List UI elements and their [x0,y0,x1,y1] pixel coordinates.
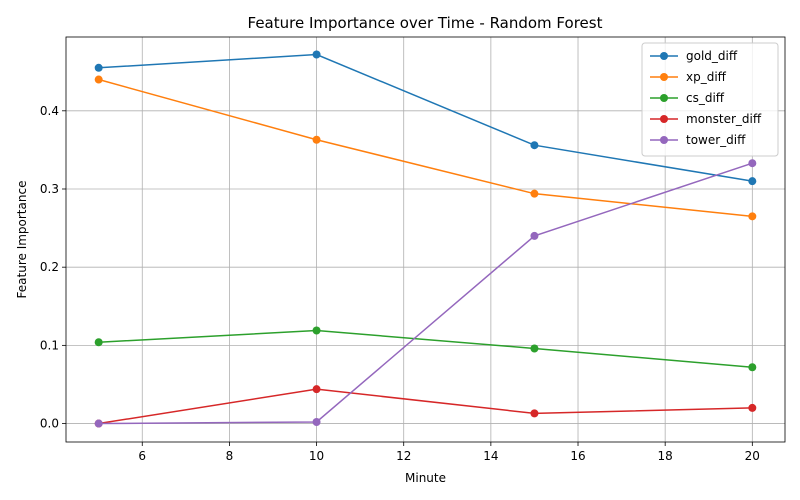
legend-label: xp_diff [686,70,727,84]
axis-ticks: 6 8 10 12 14 16 18 20 0.0 0.1 0.2 0.3 0.4 [40,104,760,463]
legend-label: tower_diff [686,133,746,147]
data-point [312,135,321,144]
y-tick-label: 0.0 [40,417,59,431]
legend-marker [660,136,668,144]
legend-item: gold_diff [650,49,738,63]
series-line [98,162,753,425]
legend-marker [660,115,668,123]
legend-item: xp_diff [650,70,727,84]
chart-title: Feature Importance over Time - Random Fo… [248,14,603,32]
data-point [312,417,321,426]
data-point [530,141,539,150]
legend-label: cs_diff [686,91,725,105]
data-point [530,409,539,418]
x-tick-label: 12 [396,449,411,463]
data-point [748,363,757,372]
series-xp-diff [94,75,757,221]
plot-frame [65,36,786,443]
data-point [748,212,757,221]
data-point [94,75,103,84]
legend-item: monster_diff [650,112,762,126]
y-tick-label: 0.1 [40,338,59,352]
legend-marker [660,73,668,81]
x-tick-label: 14 [483,449,498,463]
y-axis-label: Feature Importance [15,181,29,299]
legend: gold_diff xp_diff cs_diff monster_difftower… [641,42,779,157]
series-line [98,329,753,369]
series-layer [94,50,757,428]
x-tick-label: 20 [745,449,760,463]
data-point [312,50,321,59]
series-monster-diff [94,385,757,428]
x-tick-label: 10 [309,449,324,463]
series-line [98,53,753,182]
data-point [94,63,103,72]
legend-marker [660,52,668,60]
x-tick-label: 6 [138,449,146,463]
x-tick-label: 18 [658,449,673,463]
data-point [530,231,539,240]
series-line [98,388,753,425]
data-point [530,344,539,353]
data-point [530,189,539,198]
data-point [748,403,757,412]
x-tick-label: 8 [226,449,234,463]
series-gold-diff [94,50,757,186]
legend-item: tower_diff [650,133,746,147]
legend-item: cs_diff [650,91,725,105]
series-cs-diff [94,326,757,372]
series-line [98,78,753,218]
legend-marker [660,94,668,102]
y-tick-label: 0.3 [40,182,59,196]
data-point [312,385,321,394]
series-tower-diff [94,159,757,428]
legend-label: monster_diff [686,112,762,126]
y-tick-label: 0.4 [40,104,59,118]
x-tick-label: 16 [570,449,585,463]
x-axis-label: Minute [405,471,446,485]
data-point [312,326,321,335]
legend-box [641,42,779,157]
data-point [748,177,757,186]
data-point [748,159,757,168]
y-tick-label: 0.2 [40,260,59,274]
data-point [94,338,103,347]
data-point [94,419,103,428]
legend-label: gold_diff [686,49,738,63]
